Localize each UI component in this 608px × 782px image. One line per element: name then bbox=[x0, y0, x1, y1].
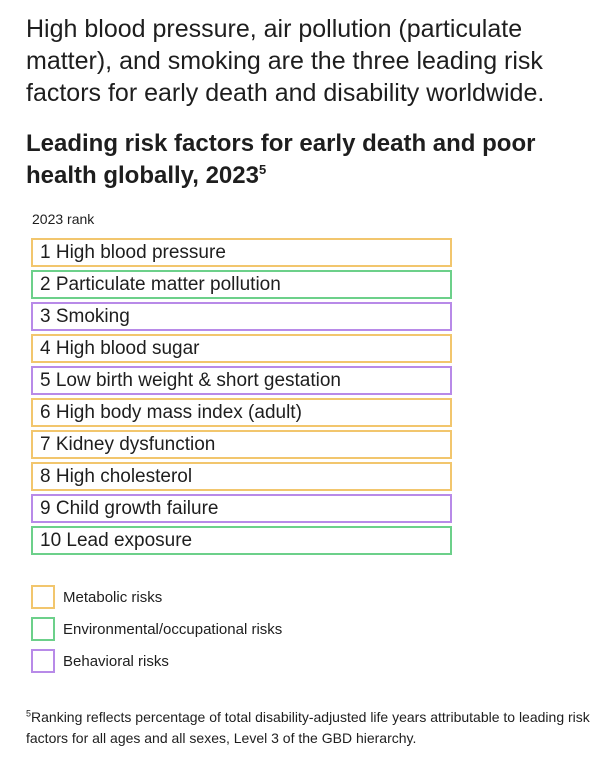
legend-item-environmental: Environmental/occupational risks bbox=[31, 616, 282, 642]
risk-item-high-cholesterol: 8 High cholesterol bbox=[31, 462, 452, 491]
legend-item-metabolic: Metabolic risks bbox=[31, 584, 282, 610]
risk-item-lead-exposure: 10 Lead exposure bbox=[31, 526, 452, 555]
legend: Metabolic risks Environmental/occupation… bbox=[31, 584, 282, 680]
legend-swatch-behavioral bbox=[31, 649, 55, 673]
footnote-text: Ranking reflects percentage of total dis… bbox=[26, 709, 590, 746]
intro-text: High blood pressure, air pollution (part… bbox=[26, 15, 545, 107]
risk-item-low-birth-weight: 5 Low birth weight & short gestation bbox=[31, 366, 452, 395]
risk-item-child-growth-failure: 9 Child growth failure bbox=[31, 494, 452, 523]
rank-label: 2023 rank bbox=[32, 211, 95, 227]
title-footnote-ref: 5 bbox=[258, 162, 267, 177]
legend-swatch-metabolic bbox=[31, 585, 55, 609]
legend-item-behavioral: Behavioral risks bbox=[31, 648, 282, 674]
legend-label-behavioral: Behavioral risks bbox=[63, 652, 169, 670]
footnote: 5Ranking reflects percentage of total di… bbox=[26, 707, 591, 749]
legend-label-environmental: Environmental/occupational risks bbox=[63, 620, 283, 638]
risk-item-kidney-dysfunction: 7 Kidney dysfunction bbox=[31, 430, 452, 459]
chart-title: Leading risk factors for early death and… bbox=[26, 128, 566, 192]
legend-swatch-environmental bbox=[31, 617, 55, 641]
chart-title-text: Leading risk factors for early death and… bbox=[26, 130, 536, 189]
risk-item-particulate-matter: 2 Particulate matter pollution bbox=[31, 270, 452, 299]
risk-item-high-blood-pressure: 1 High blood pressure bbox=[31, 238, 452, 267]
risk-list: 1 High blood pressure 2 Particulate matt… bbox=[31, 238, 452, 558]
risk-item-high-blood-sugar: 4 High blood sugar bbox=[31, 334, 452, 363]
risk-item-smoking: 3 Smoking bbox=[31, 302, 452, 331]
footnote-marker: 5 bbox=[26, 708, 32, 719]
risk-item-high-bmi: 6 High body mass index (adult) bbox=[31, 398, 452, 427]
legend-label-metabolic: Metabolic risks bbox=[63, 588, 163, 606]
